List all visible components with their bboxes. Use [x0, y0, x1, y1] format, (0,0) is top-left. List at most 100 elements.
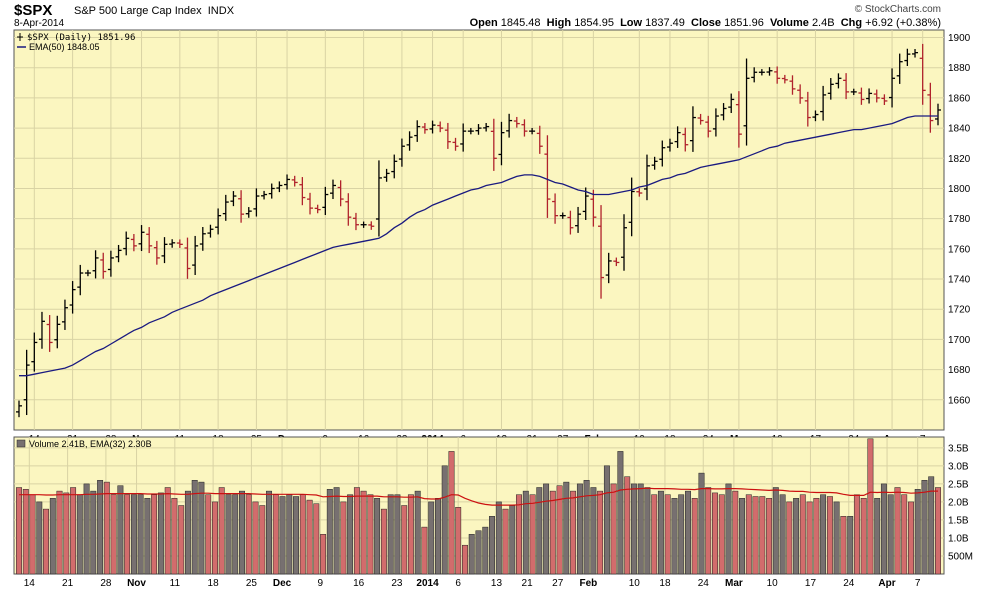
volume-bar [191, 480, 198, 575]
ohlc-bar [720, 103, 727, 121]
ohlc-bar [291, 175, 298, 187]
volume-x-tick-label: 24 [698, 578, 710, 589]
ohlc-bar [712, 108, 719, 137]
ohlc-bar [766, 67, 773, 76]
price-y-tick-label: 1900 [948, 33, 971, 44]
volume-bar [590, 487, 597, 575]
volume-bar [644, 487, 651, 575]
volume-bar [637, 483, 644, 575]
volume-bar [70, 487, 77, 575]
volume-bar [97, 480, 104, 575]
volume-bar [374, 498, 381, 575]
ohlc-bar [153, 240, 160, 265]
volume-bar [678, 494, 685, 575]
ohlc-bar [38, 311, 45, 349]
volume-y-tick-label: 2.0B [948, 497, 969, 508]
volume-bar [766, 498, 773, 575]
volume-bar [901, 494, 908, 575]
ohlc-bar [804, 91, 811, 127]
ohlc-bar [674, 126, 681, 148]
volume-panel: 500M 1.0B 1.5B 2.0B 2.5B 3.0B 3.5B 14 21 28 Nov 11 1… [13, 436, 973, 589]
ohlc-bar [444, 122, 451, 149]
volume-bar [144, 498, 151, 575]
ohlc-bar [850, 88, 857, 96]
volume-bar [752, 496, 759, 575]
ohlc-bar [858, 87, 865, 105]
volume-x-tick-label: 10 [629, 578, 641, 589]
volume-bar [360, 490, 367, 575]
volume-bar [448, 451, 455, 575]
volume-bar [529, 494, 536, 575]
volume-bar [76, 494, 83, 575]
ohlc-readout: Open 1845.48 High 1854.95 Low 1837.49 Cl… [469, 17, 941, 29]
volume-bar [718, 494, 725, 575]
volume-bar [347, 494, 354, 575]
volume-bar [786, 501, 793, 575]
volume-bar [570, 490, 577, 575]
ohlc-bar [299, 177, 306, 206]
price-y-tick-label: 1840 [948, 124, 971, 135]
price-y-tick-label: 1720 [948, 305, 971, 316]
volume-bar [745, 494, 752, 575]
ohlc-bar [636, 188, 643, 197]
volume-bar [272, 494, 279, 575]
volume-x-tick-label: 24 [843, 578, 855, 589]
ohlc-bar [896, 53, 903, 84]
volume-bar [894, 487, 901, 575]
ohlc-bar [23, 349, 30, 416]
volume-x-tick-label: 2014 [416, 578, 439, 589]
volume-bar [536, 487, 543, 575]
volume-bar [171, 498, 178, 575]
ohlc-bar [590, 189, 597, 227]
ohlc-bar [774, 66, 781, 84]
volume-x-tick-label: 16 [353, 578, 365, 589]
volume-bar [921, 480, 928, 575]
volume-bar [225, 494, 232, 575]
ohlc-bar [904, 48, 911, 66]
stockcharts-logo[interactable]: © StockCharts.com [854, 4, 941, 15]
ohlc-bar [666, 138, 673, 152]
volume-bar [205, 494, 212, 575]
ohlc-bar [176, 239, 183, 248]
ohlc-bar [506, 113, 513, 138]
volume-bar [313, 503, 320, 575]
ohlc-bar [406, 131, 413, 151]
volume-bar [137, 494, 144, 575]
volume-bar [630, 483, 637, 575]
ohlc-bar [360, 221, 367, 228]
volume-bar [421, 526, 428, 575]
ohlc-bar [475, 124, 482, 135]
ohlc-bar [421, 122, 428, 134]
volume-bar [164, 487, 171, 575]
volume-bar [826, 496, 833, 575]
volume-bar [725, 483, 732, 575]
volume-ema-line [19, 487, 938, 506]
volume-bar [867, 438, 874, 575]
ohlc-bar [628, 177, 635, 237]
ohlc-bar [169, 239, 176, 248]
volume-bar [198, 481, 205, 575]
volume-bar [799, 494, 806, 575]
ohlc-bar [789, 75, 796, 95]
volume-bar [793, 498, 800, 575]
ohlc-bar [84, 269, 91, 277]
ohlc-bar [689, 106, 696, 152]
volume-bar [401, 505, 408, 575]
volume-y-tick-label: 500M [948, 551, 973, 562]
ohlc-bar [467, 127, 474, 135]
ohlc-bar [529, 127, 536, 135]
price-y-tick-label: 1880 [948, 63, 971, 74]
volume-bar [583, 480, 590, 575]
volume-bar [56, 490, 63, 575]
ohlc-bar [881, 94, 888, 106]
ohlc-bar [375, 160, 382, 237]
volume-bar [880, 483, 887, 575]
volume-bar [103, 481, 110, 575]
ohlc-bar [192, 235, 199, 275]
ohlc-bar [927, 82, 934, 133]
volume-x-tick-label: Dec [273, 578, 292, 589]
ohlc-bar [284, 174, 291, 190]
ohlc-bar [758, 69, 765, 76]
volume-bar [218, 487, 225, 575]
price-y-tick-label: 1680 [948, 365, 971, 376]
